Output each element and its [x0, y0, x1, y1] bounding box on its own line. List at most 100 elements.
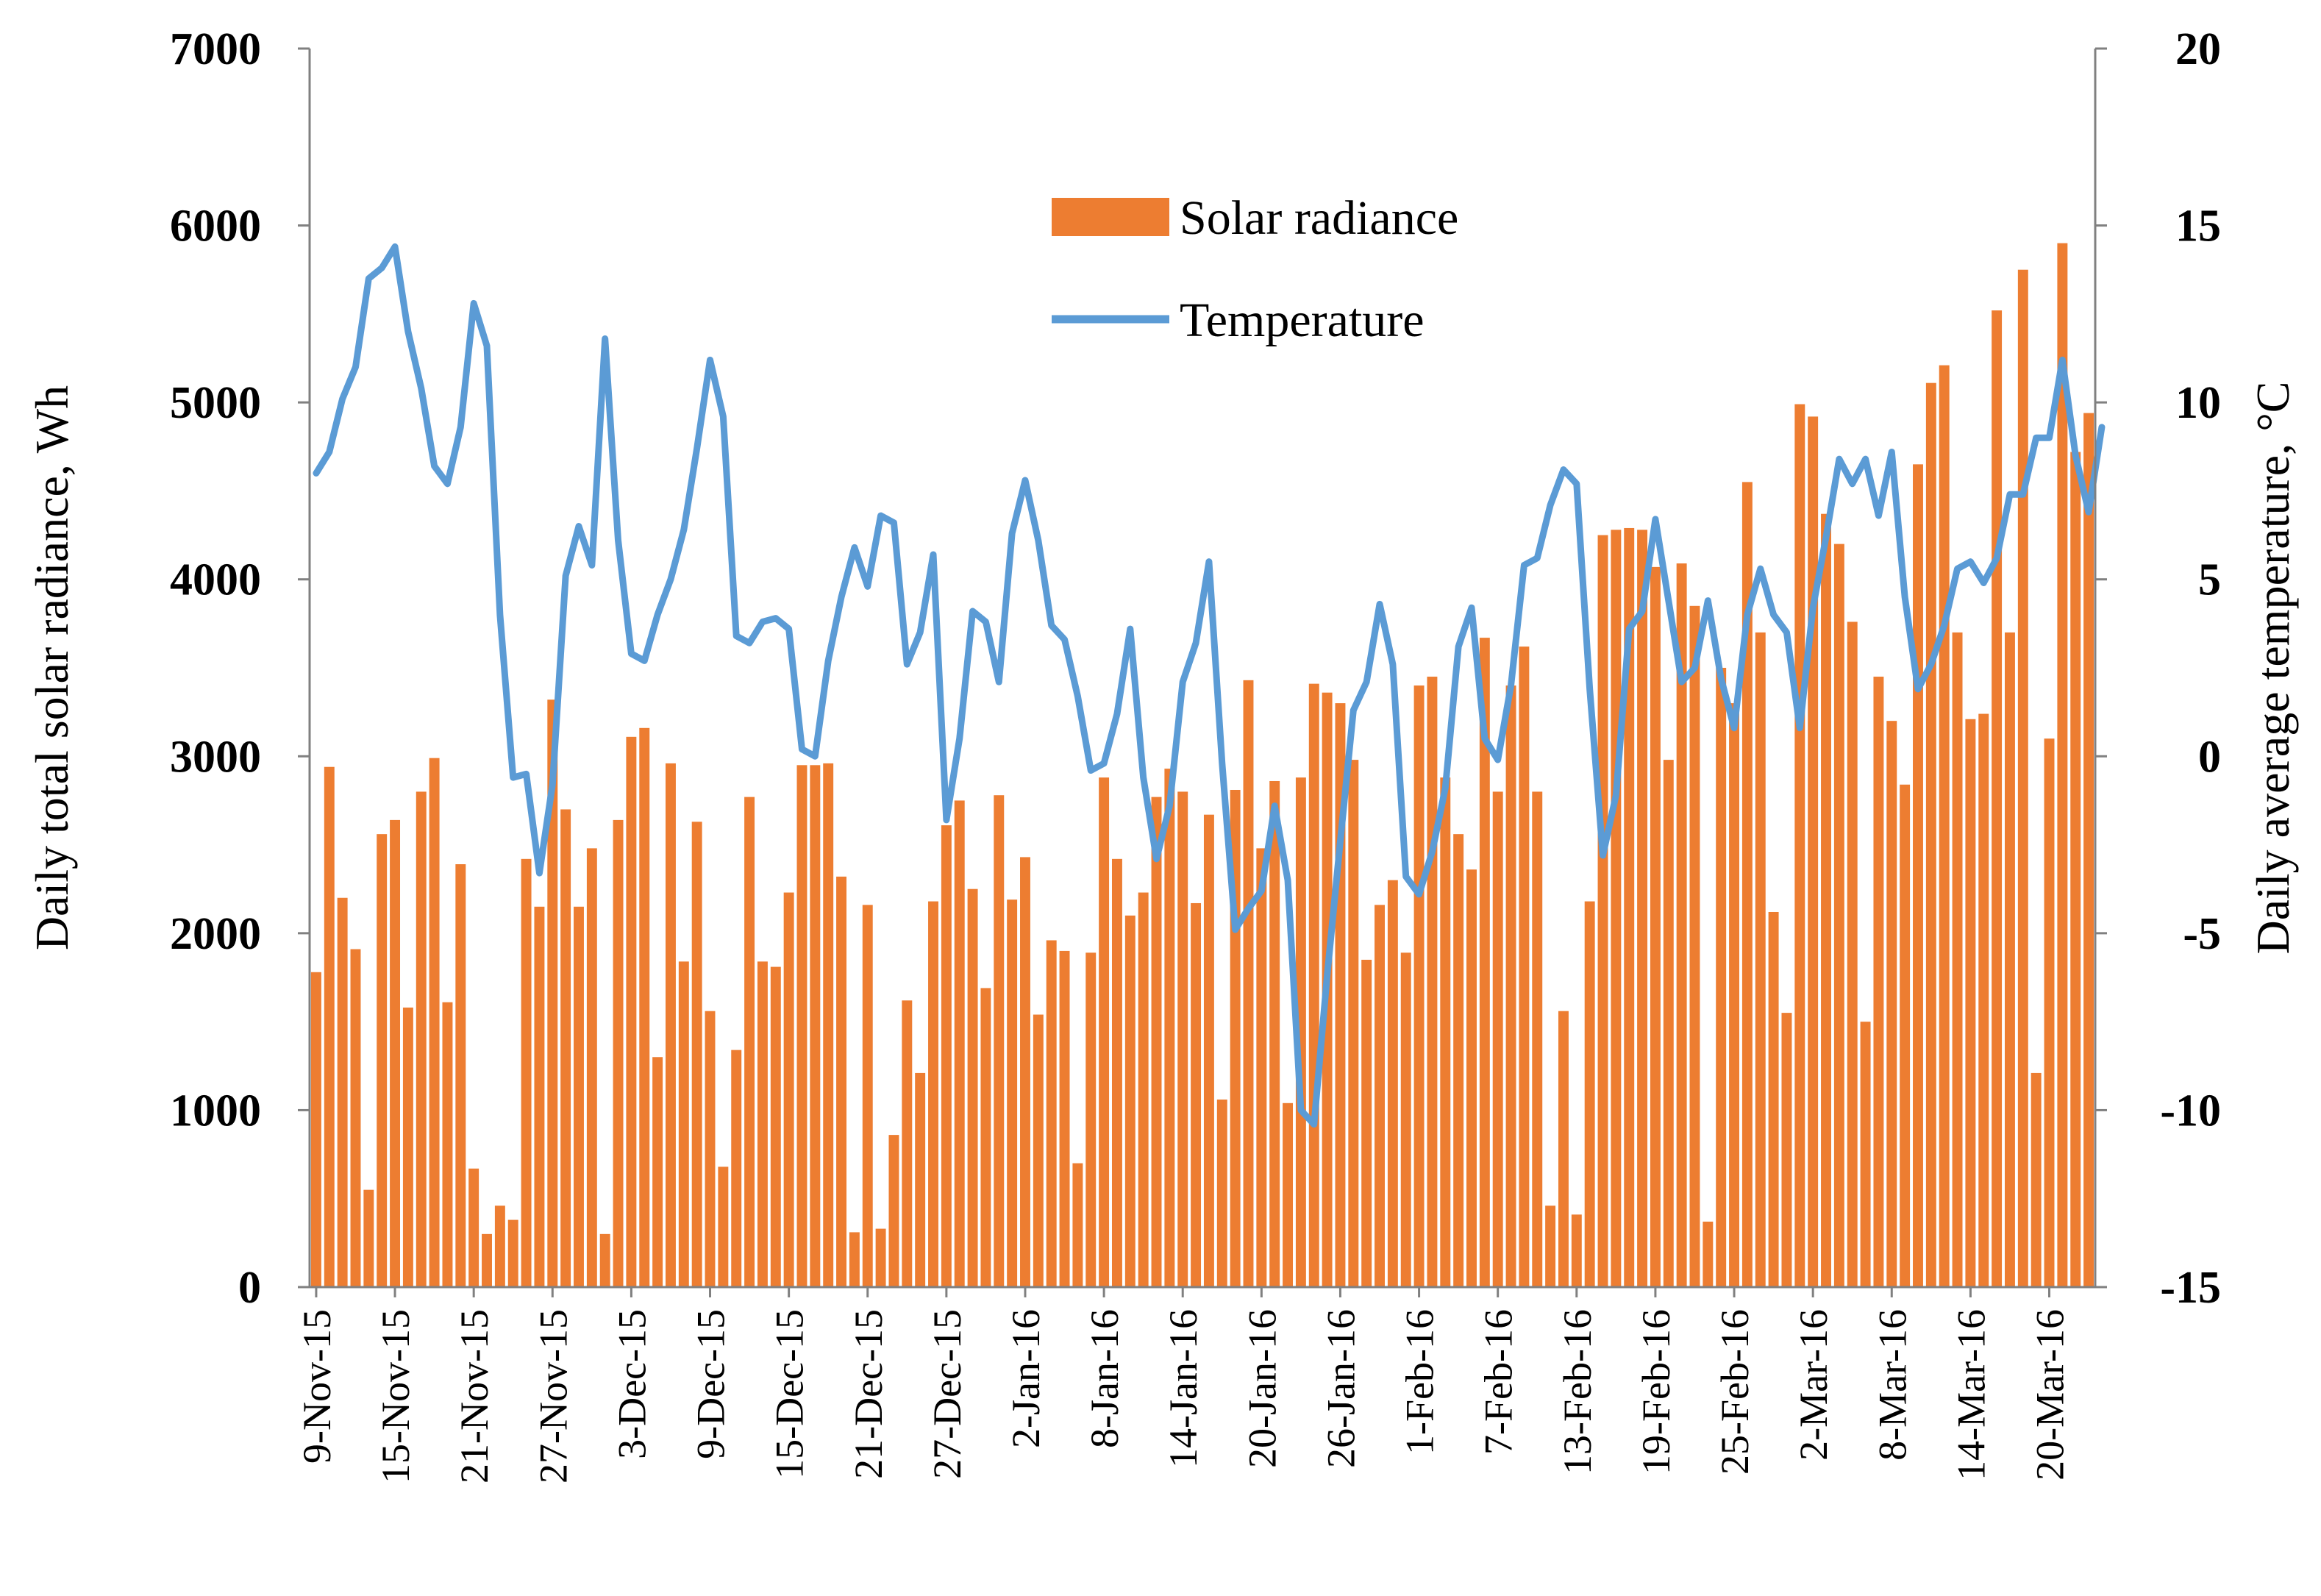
x-tick-label: 15-Nov-15	[374, 1309, 418, 1483]
solar-bar	[823, 763, 834, 1287]
solar-bar	[1256, 848, 1267, 1287]
solar-bar	[2044, 738, 2055, 1287]
x-tick-label: 21-Nov-15	[452, 1309, 496, 1483]
solar-bar	[731, 1050, 742, 1287]
solar-bar	[1716, 668, 1727, 1287]
x-tick-label: 14-Mar-16	[1949, 1309, 1993, 1481]
solar-bar	[626, 736, 637, 1287]
axes	[308, 49, 2097, 1289]
solar-bar	[1584, 901, 1595, 1287]
solar-bar	[1624, 527, 1635, 1288]
left-tick-label: 6000	[170, 202, 261, 252]
solar-bar	[1505, 685, 1516, 1287]
solar-bar	[1033, 1014, 1044, 1287]
solar-bar	[875, 1228, 886, 1287]
solar-bar	[718, 1166, 729, 1287]
x-tick-label: 15-Dec-15	[768, 1309, 812, 1479]
solar-bar	[1492, 791, 1503, 1287]
solar-bar	[1545, 1205, 1556, 1287]
left-tick-label: 2000	[170, 909, 261, 959]
solar-bar	[574, 906, 584, 1287]
solar-bar	[2031, 1072, 2042, 1287]
solar-bar	[1046, 940, 1057, 1287]
solar-bar	[1992, 310, 2003, 1287]
solar-bar	[1913, 464, 1923, 1287]
solar-bar	[744, 797, 755, 1287]
solar-bar	[1427, 677, 1438, 1287]
x-tick-label: 2-Jan-16	[1004, 1309, 1048, 1448]
solar-bar	[836, 876, 847, 1287]
solar-bar	[1191, 902, 1202, 1287]
solar-bar	[1833, 544, 1844, 1287]
x-tick-label: 8-Jan-16	[1083, 1309, 1127, 1448]
solar-bar	[954, 800, 965, 1287]
solar-bar	[1860, 1022, 1871, 1287]
solar-bar	[783, 892, 794, 1287]
solar-bar	[482, 1233, 492, 1287]
x-tick-label: 8-Mar-16	[1870, 1309, 1914, 1461]
solar-bar	[1847, 621, 1858, 1287]
solar-bar	[416, 791, 427, 1287]
solar-bar	[902, 1000, 913, 1287]
x-tick-label: 9-Nov-15	[295, 1309, 339, 1464]
left-axis-ticks: 0 1000 2000 3000 4000 5000 6000 7000	[170, 24, 310, 1313]
solar-bar	[705, 1011, 716, 1287]
legend-label-temperature: Temperature	[1180, 293, 1425, 347]
solar-bar	[1821, 513, 1831, 1288]
solar-bar	[665, 763, 676, 1287]
solar-bar	[849, 1232, 860, 1287]
solar-bar	[350, 949, 361, 1287]
solar-bar	[1124, 915, 1135, 1287]
solar-bar	[1361, 959, 1372, 1287]
solar-bar	[1387, 880, 1398, 1287]
x-tick-label: 7-Feb-16	[1477, 1309, 1521, 1455]
right-tick-label: -5	[2183, 909, 2221, 959]
solar-bar	[363, 1189, 374, 1287]
x-tick-label: 25-Feb-16	[1713, 1309, 1757, 1475]
x-tick-label: 21-Dec-15	[846, 1309, 891, 1479]
solar-bar	[1741, 482, 1753, 1287]
x-axis-ticks: 9-Nov-15 15-Nov-15 21-Nov-15 27-Nov-15 3-Dec…	[295, 1287, 2072, 1483]
solar-bar	[770, 966, 781, 1287]
legend-label-solar: Solar radiance	[1180, 191, 1458, 245]
solar-bar	[1243, 680, 1254, 1287]
solar-bar	[1295, 777, 1306, 1287]
solar-bar	[1111, 858, 1122, 1287]
solar-bar	[1440, 777, 1451, 1287]
solar-bar	[599, 1233, 610, 1287]
x-tick-label: 20-Jan-16	[1240, 1309, 1284, 1468]
solar-bar	[1755, 632, 1766, 1287]
solar-bar	[1794, 404, 1805, 1287]
solar-bar	[1375, 905, 1385, 1287]
solar-bar	[915, 1072, 926, 1287]
solar-bar	[547, 699, 558, 1287]
solar-bar	[560, 809, 571, 1287]
solar-bar	[1703, 1221, 1714, 1287]
solar-bar	[1597, 535, 1608, 1287]
solar-bar	[1808, 416, 1819, 1287]
solar-bar	[967, 888, 978, 1287]
x-tick-label: 19-Feb-16	[1634, 1309, 1678, 1475]
x-tick-label: 3-Dec-15	[610, 1309, 654, 1459]
left-axis-label: Daily total solar radiance, Wh	[26, 385, 78, 950]
solar-bar	[2083, 413, 2094, 1287]
x-tick-label: 27-Dec-15	[925, 1309, 969, 1479]
solar-bar	[1978, 713, 1989, 1287]
solar-bar	[1203, 814, 1214, 1287]
x-tick-label: 1-Feb-16	[1398, 1309, 1442, 1455]
left-tick-label: 1000	[170, 1086, 261, 1136]
solar-bar	[337, 897, 348, 1287]
left-tick-label: 7000	[170, 24, 261, 74]
solar-bar	[468, 1168, 479, 1287]
right-tick-label: -10	[2160, 1086, 2221, 1136]
solar-bar	[1952, 632, 1963, 1287]
x-tick-label: 20-Mar-16	[2028, 1309, 2072, 1481]
solar-bar	[1925, 382, 1936, 1288]
solar-bar	[310, 972, 321, 1287]
x-tick-label: 27-Nov-15	[531, 1309, 575, 1483]
solar-bar	[613, 819, 624, 1287]
legend-swatch-solar	[1052, 198, 1169, 236]
solar-bar	[1164, 769, 1175, 1287]
solar-bar	[1729, 703, 1740, 1287]
